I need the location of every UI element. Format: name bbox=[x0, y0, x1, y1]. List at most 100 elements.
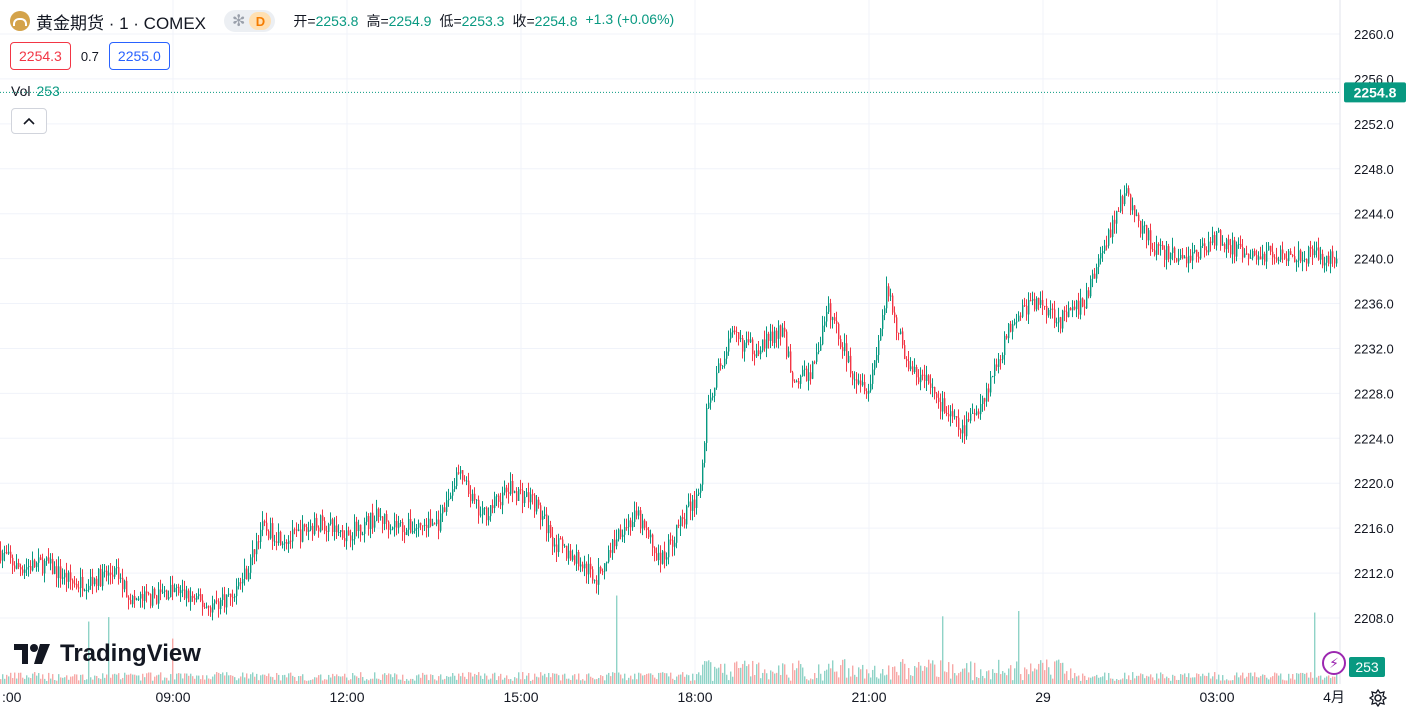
candle-body bbox=[250, 557, 252, 573]
candle-body bbox=[458, 472, 460, 474]
candle-body bbox=[310, 525, 312, 530]
candle-body bbox=[750, 339, 752, 343]
candle-body bbox=[1166, 246, 1168, 260]
volume-bar bbox=[1124, 672, 1126, 684]
volume-bar bbox=[1140, 673, 1142, 684]
candle-body bbox=[112, 574, 114, 577]
candle-body bbox=[430, 518, 432, 526]
gear-icon[interactable] bbox=[1368, 688, 1388, 708]
volume-bar bbox=[788, 677, 790, 684]
price-axis[interactable]: 2208.0 2212.0 2216.0 2220.0 2224.0 2228.0 2232… bbox=[1354, 27, 1394, 626]
interval-pill[interactable]: ✻ D bbox=[224, 10, 276, 32]
volume-bar bbox=[1098, 677, 1100, 684]
volume-bar bbox=[1326, 676, 1328, 684]
volume-bar bbox=[118, 673, 120, 684]
interval-badge[interactable]: D bbox=[249, 12, 272, 30]
candle-body bbox=[382, 516, 384, 524]
symbol-title[interactable]: 黄金期货 · 1 · COMEX bbox=[36, 13, 207, 33]
time-axis[interactable]: :00 09:00 12:00 15:00 18:00 21:00 29 03:00 4月 bbox=[2, 689, 1345, 705]
volume-bar bbox=[146, 673, 148, 684]
volume-bar bbox=[252, 672, 254, 684]
candle-body bbox=[1084, 306, 1086, 309]
candle-body bbox=[916, 367, 918, 378]
candle-body bbox=[838, 323, 840, 340]
volume-bar bbox=[826, 669, 828, 684]
volume-bar bbox=[338, 676, 340, 684]
candle-body bbox=[1176, 258, 1178, 262]
volume-bar bbox=[614, 672, 616, 684]
candle-body bbox=[116, 567, 118, 569]
candle-body bbox=[920, 374, 922, 383]
volume-bar bbox=[1256, 676, 1258, 684]
candle-body bbox=[832, 317, 834, 321]
volume-bar bbox=[632, 679, 634, 684]
candle-body bbox=[498, 495, 500, 502]
volume-bar bbox=[1074, 672, 1076, 684]
candle-body bbox=[930, 383, 932, 388]
volume-bar bbox=[6, 674, 8, 684]
lightning-icon[interactable]: ⚡ bbox=[1322, 651, 1346, 675]
volume-bar bbox=[1014, 668, 1016, 684]
volume-bar bbox=[920, 665, 922, 684]
candle-body bbox=[236, 586, 238, 597]
volume-bar bbox=[1168, 678, 1170, 684]
candle-body bbox=[958, 417, 960, 430]
candle-body bbox=[378, 508, 380, 518]
sell-button[interactable]: 2254.3 bbox=[10, 42, 71, 70]
volume-bar bbox=[434, 679, 436, 684]
candle-body bbox=[428, 518, 430, 528]
candle-body bbox=[270, 523, 272, 539]
volume-bar bbox=[944, 671, 946, 684]
candle-body bbox=[1044, 305, 1046, 307]
volume-bar bbox=[1230, 680, 1232, 684]
candle-body bbox=[896, 317, 898, 333]
volume-bar bbox=[126, 674, 128, 684]
candle-body bbox=[154, 588, 156, 596]
volume-bar bbox=[478, 672, 480, 684]
volume-bar bbox=[138, 675, 140, 684]
candle-body bbox=[1292, 254, 1294, 257]
volume-bar bbox=[490, 678, 492, 684]
volume-bar bbox=[282, 675, 284, 684]
volume-bar bbox=[214, 674, 216, 684]
candle-body bbox=[320, 515, 322, 532]
volume-bar bbox=[120, 679, 122, 684]
candle-body bbox=[1042, 299, 1044, 306]
buy-button[interactable]: 2255.0 bbox=[108, 42, 170, 70]
candle-body bbox=[446, 500, 448, 512]
candle-body bbox=[816, 352, 818, 362]
volume-bar bbox=[612, 672, 614, 684]
volume-bar bbox=[136, 675, 138, 684]
candle-body bbox=[44, 560, 46, 574]
volume-bar bbox=[278, 674, 280, 684]
candle-body bbox=[1182, 254, 1184, 259]
candle-body bbox=[898, 332, 900, 335]
volume-bar bbox=[652, 674, 654, 684]
candle-body bbox=[934, 387, 936, 394]
volume-bar bbox=[952, 664, 954, 684]
collapse-legend-button[interactable] bbox=[11, 108, 47, 134]
candle-body bbox=[70, 572, 72, 581]
volume-bar bbox=[1152, 677, 1154, 684]
volume-bar bbox=[502, 679, 504, 684]
volume-bar bbox=[1064, 673, 1066, 684]
volume-bar bbox=[290, 672, 292, 684]
volume-bar bbox=[512, 680, 514, 684]
volume-label[interactable]: Vol bbox=[11, 83, 31, 99]
volume-bar bbox=[698, 672, 700, 684]
candle-body bbox=[928, 375, 930, 384]
volume-bar bbox=[40, 678, 42, 684]
volume-bar bbox=[646, 673, 648, 684]
candle-body bbox=[1100, 253, 1102, 259]
volume-bar bbox=[1158, 678, 1160, 684]
candle-body bbox=[98, 568, 100, 586]
candle-body bbox=[988, 388, 990, 393]
candle-body bbox=[616, 539, 618, 547]
candle-body bbox=[772, 331, 774, 343]
volume-bar bbox=[514, 677, 516, 684]
candle-body bbox=[880, 328, 882, 341]
candle-body bbox=[1036, 298, 1038, 310]
volume-bar bbox=[1174, 675, 1176, 684]
tradingview-logo[interactable]: TradingView bbox=[14, 640, 201, 668]
